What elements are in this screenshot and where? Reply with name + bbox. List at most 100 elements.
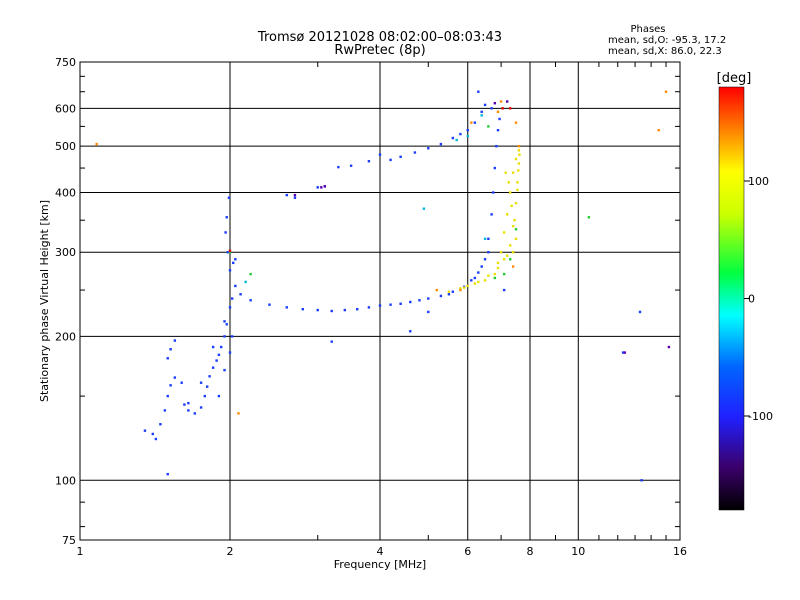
data-point [510,204,513,208]
data-point [228,251,232,254]
y-tick-label: 75 [62,534,76,547]
data-point [470,121,473,124]
data-point [173,339,177,342]
data-point [223,335,226,338]
y-tick-label: 750 [55,56,76,69]
data-point [451,136,455,140]
y-tick-label: 300 [55,246,76,259]
data-point [427,297,430,300]
data-point [447,290,451,293]
data-point [483,237,487,241]
colorbar-label: [deg] [717,71,752,86]
colorbar-gradient [718,86,745,511]
data-point [473,121,477,124]
data-point [199,406,203,409]
data-point [268,303,271,306]
x-tick-label: 6 [464,545,471,558]
data-point [301,307,305,311]
data-point [223,320,226,323]
data-point [511,225,515,228]
data-point [226,251,230,254]
y-tick-label: 100 [55,474,76,487]
data-point [228,306,232,309]
data-point [211,345,215,349]
data-point [193,412,197,415]
data-point [285,306,288,309]
data-point [399,302,402,305]
data-point [459,132,462,136]
data-point [230,335,234,338]
data-point [638,310,642,314]
data-point [473,276,477,280]
data-point [511,171,515,174]
data-point [215,359,218,362]
data-point [505,213,509,216]
data-point [517,169,520,172]
data-point [234,258,237,261]
data-point [621,351,625,354]
data-point [217,394,221,398]
data-point [169,384,172,387]
data-point [508,107,512,110]
data-point [518,153,521,156]
data-point [237,412,240,415]
colorbar-ticks: 100 0 -100 [744,175,773,423]
data-point [505,254,509,257]
data-point [418,299,421,302]
data-point [163,409,167,412]
data-point [355,307,359,311]
data-point [422,207,426,210]
data-point [508,258,512,261]
data-point [228,269,232,272]
data-point [493,101,497,105]
data-point [439,294,443,298]
data-point [493,166,497,170]
data-point [466,128,469,132]
data-point [483,258,487,261]
data-point [502,272,506,276]
data-point [514,237,518,241]
data-point [208,375,211,378]
colorbar: [deg] 100 0 -100 [717,71,773,511]
data-point [495,144,498,148]
data-point [511,265,515,268]
data-point [477,90,480,93]
data-point [378,304,382,307]
data-point [587,216,591,219]
data-point [323,185,327,188]
data-point [239,293,242,296]
y-axis-label: Stationary phase Virtual Height [km] [38,200,51,402]
data-point [511,251,515,254]
data-point [205,385,209,388]
data-point [501,107,504,110]
x-tick-label: 16 [673,545,687,558]
data-point [517,162,521,165]
data-point [499,100,503,103]
data-points [95,90,671,482]
stats-line-x: mean, sd,X: 86.0, 22.3 [608,46,722,57]
data-point [367,160,371,163]
data-point [399,155,402,159]
data-point [378,153,382,156]
data-point [413,151,417,154]
data-point [459,288,462,292]
data-point [505,100,509,103]
data-point [496,128,500,132]
data-point [667,345,671,349]
data-point [447,293,451,296]
x-tick-label: 8 [527,545,534,558]
data-point [249,272,252,276]
data-point [493,272,497,276]
data-point [166,357,169,360]
data-point [389,158,392,162]
data-point [517,149,521,152]
x-tick-label: 1 [77,545,84,558]
data-point [496,266,500,270]
data-point [169,348,172,351]
data-point [462,286,466,289]
data-point [217,353,221,357]
data-point [219,345,223,349]
data-point [657,128,660,132]
data-point [508,244,512,247]
